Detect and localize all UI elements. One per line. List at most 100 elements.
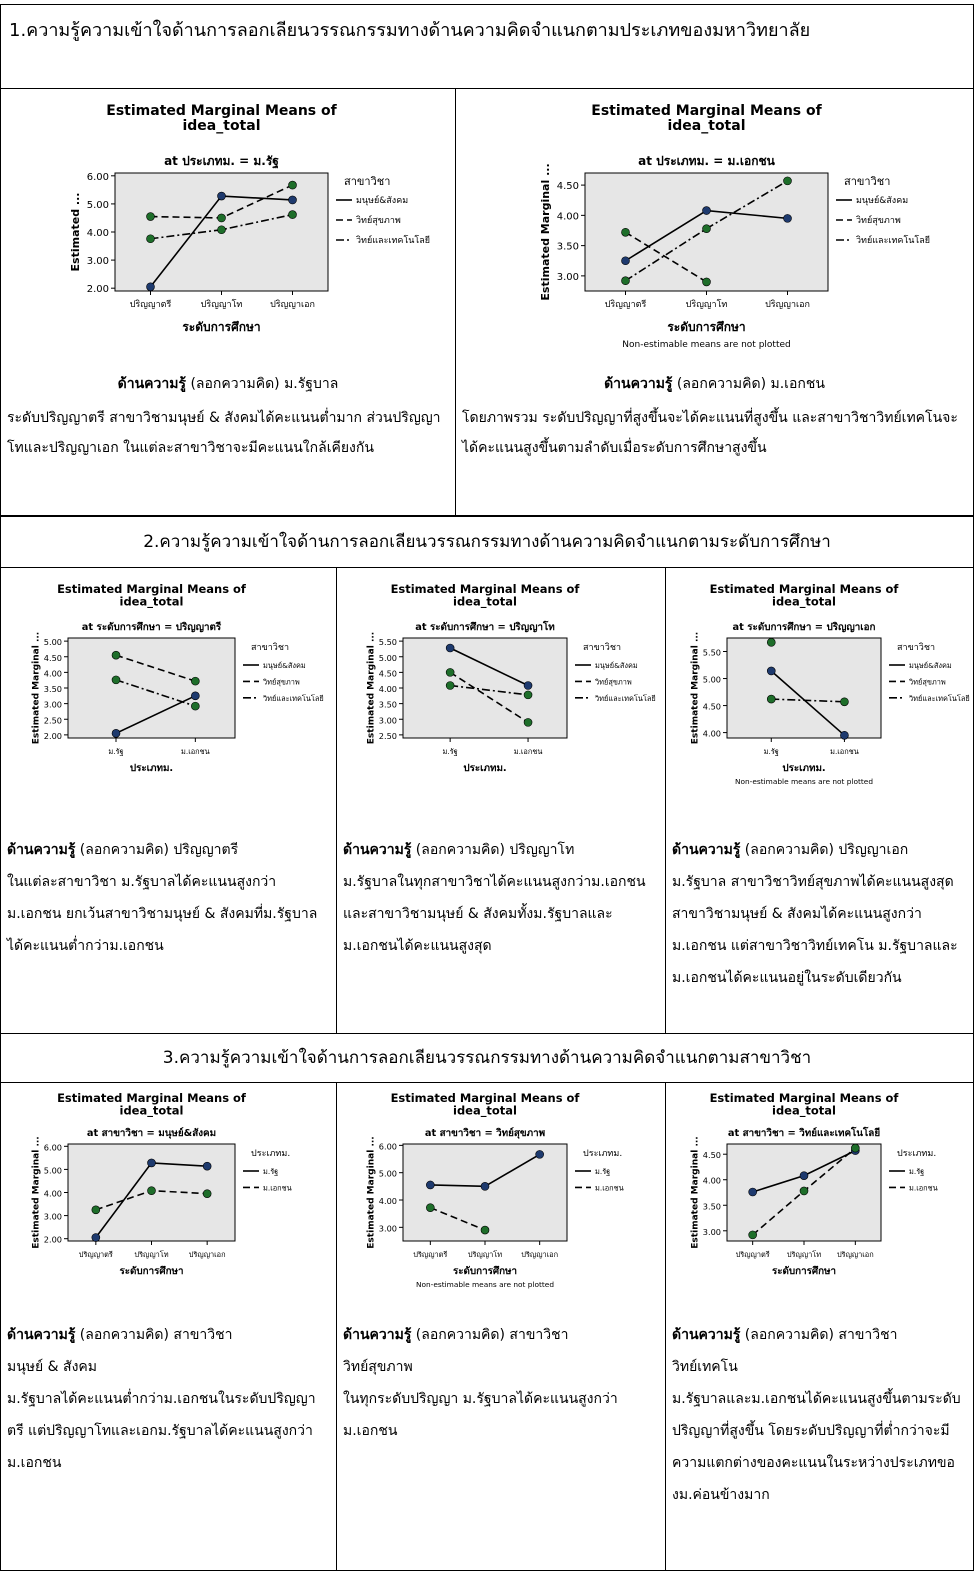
- data-point: [217, 191, 226, 201]
- y-axis-label: Estimated Marginal ...: [31, 1136, 41, 1248]
- data-point: [523, 690, 533, 700]
- legend-label: วิทย์สุขภาพ: [908, 677, 946, 686]
- chart-subtitle: at ระดับการศึกษา = ปริญญาตรี: [82, 621, 222, 633]
- y-tick-label: 6.00: [44, 1142, 62, 1152]
- caption-6-head: ด้านความรู้: [7, 1327, 76, 1343]
- chart-title-line-2: idea_total: [453, 1103, 517, 1118]
- chart-subtitle: at สาขาวิชา = วิทย์สุขภาพ: [425, 1127, 545, 1139]
- caption-3: ด้านความรู้ (ลอกความคิด) ปริญญาตรี ในแต่…: [1, 834, 336, 962]
- data-point: [191, 676, 200, 686]
- y-tick-label: 4.00: [379, 684, 397, 694]
- legend-label: ม.รัฐ: [595, 1167, 610, 1176]
- caption-4: ด้านความรู้ (ลอกความคิด) ปริญญาโท ม.รัฐบ…: [337, 834, 665, 962]
- caption-1-body: ระดับปริญญาตรี สาขาวิชามนุษย์ & สังคมได้…: [7, 410, 441, 456]
- legend-label: ม.รัฐ: [263, 1167, 278, 1176]
- x-tick-label: ม.เอกชน: [181, 747, 210, 756]
- data-point: [523, 681, 533, 690]
- x-axis-label: ประเภทม.: [782, 762, 825, 774]
- y-tick-label: 4.00: [703, 729, 721, 739]
- chart-svg: Estimated Marginal Means ofidea_totalat …: [539, 103, 930, 350]
- caption-8-body: วิทย์เทคโน ม.รัฐบาลและม.เอกชนได้คะแนนสูง…: [672, 1359, 961, 1503]
- y-tick-label: 4.00: [44, 1189, 62, 1199]
- caption-5: ด้านความรู้ (ลอกความคิด) ปริญญาเอก ม.รัฐ…: [666, 834, 973, 994]
- chart-2: Estimated Marginal Means of idea_total at …: [456, 99, 973, 373]
- legend-label: วิทย์สุขภาพ: [594, 677, 632, 686]
- y-tick-label: 4.00: [703, 1176, 721, 1186]
- data-point: [426, 1180, 435, 1190]
- data-point: [202, 1161, 212, 1171]
- x-tick-label: ปริญญาโท: [686, 299, 728, 310]
- caption-1-head: ด้านความรู้: [117, 376, 187, 392]
- chart-svg: Estimated Marginal Means ofidea_totalat …: [690, 1091, 937, 1277]
- chart-title: Estimated Marginal Means of: [391, 582, 581, 596]
- legend-title: สาขาวิชา: [344, 175, 390, 188]
- section-3-heading: 3.ความรู้ความเข้าใจด้านการลอกเลียนวรรณกร…: [162, 1048, 812, 1068]
- y-tick-label: 5.00: [44, 1165, 62, 1175]
- caption-1-head-rest: (ลอกความคิด) ม.รัฐบาล: [186, 376, 339, 392]
- y-tick-label: 3.00: [557, 272, 579, 283]
- chart-title: Estimated Marginal Means of: [710, 582, 900, 596]
- y-axis-label: Estimated Marginal ...: [690, 632, 700, 744]
- y-tick-label: 2.00: [44, 1235, 62, 1245]
- data-point: [748, 1187, 757, 1197]
- section-2-heading: 2.ความรู้ความเข้าใจด้านการลอกเลียนวรรณกร…: [143, 532, 831, 552]
- caption-6-head-rest: (ลอกความคิด) สาขาวิชา: [75, 1327, 233, 1343]
- legend-label: วิทย์และเทคโนโลยี: [594, 694, 656, 703]
- data-point: [111, 675, 121, 685]
- plot-area: [402, 1143, 568, 1242]
- x-tick-label: ปริญญาตรี: [736, 1250, 770, 1259]
- legend-label: ม.รัฐ: [909, 1167, 924, 1176]
- x-tick-label: ม.เอกชน: [514, 747, 543, 756]
- chart-footnote: Non-estimable means are not plotted: [622, 340, 790, 350]
- caption-5-head-rest: (ลอกความคิด) ปริญญาเอก: [740, 842, 909, 858]
- chart-title-line-2: idea_total: [182, 118, 260, 134]
- chart-5: Estimated Marginal Means of idea_total at …: [666, 580, 973, 820]
- chart-svg: Estimated Marginal Means ofidea_totalat …: [31, 1091, 292, 1277]
- y-tick-label: 4.00: [44, 668, 62, 678]
- x-tick-label: ม.เอกชน: [830, 747, 859, 756]
- data-point: [426, 1203, 435, 1212]
- x-tick-label: ปริญญาตรี: [605, 299, 647, 310]
- series-line: [430, 1206, 486, 1231]
- chart-subtitle: at สาขาวิชา = วิทย์และเทคโนโลยี: [728, 1126, 880, 1139]
- caption-4-head: ด้านความรู้: [343, 842, 412, 858]
- data-point: [146, 234, 155, 244]
- legend-label: มนุษย์&สังคม: [856, 194, 908, 206]
- data-point: [702, 224, 711, 233]
- caption-7-head: ด้านความรู้: [343, 1327, 412, 1343]
- section-2-panel-1: Estimated Marginal Means of idea_total at …: [0, 567, 337, 1034]
- y-tick-label: 3.50: [703, 1201, 721, 1211]
- data-point: [288, 210, 297, 219]
- caption-4-body: ม.รัฐบาลในทุกสาขาวิชาได้คะแนนสูงกว่าม.เอ…: [343, 874, 646, 954]
- y-tick-label: 2.50: [379, 731, 397, 741]
- y-tick-label: 5.00: [703, 675, 721, 685]
- data-point: [111, 729, 121, 738]
- data-point: [480, 1225, 490, 1235]
- chart-title-line-2: idea_total: [667, 118, 745, 134]
- chart-title: Estimated Marginal Means of: [57, 582, 247, 596]
- section-2-panel-3: Estimated Marginal Means of idea_total at …: [665, 567, 974, 1034]
- y-tick-label: 4.50: [379, 668, 397, 678]
- x-tick-label: ปริญญาโท: [787, 1250, 821, 1259]
- legend-label: ม.เอกชน: [263, 1183, 292, 1192]
- y-axis-label: Estimated ...: [69, 193, 82, 272]
- section-1-heading-cell: 1.ความรู้ความเข้าใจด้านการลอกเลียนวรรณกร…: [0, 4, 974, 88]
- legend-label: วิทย์สุขภาพ: [262, 677, 300, 686]
- caption-7-head-rest: (ลอกความคิด) สาขาวิชา: [411, 1327, 569, 1343]
- chart-svg: Estimated Marginal Means ofidea_totalat …: [690, 582, 969, 786]
- y-tick-label: 3.00: [379, 1223, 397, 1233]
- x-axis-label: ระดับการศึกษา: [667, 320, 745, 334]
- chart-subtitle: at ประเภทม. = ม.เอกชน: [638, 154, 776, 168]
- legend-label: วิทย์และเทคโนโลยี: [356, 234, 430, 246]
- y-tick-label: 5.00: [379, 1169, 397, 1179]
- data-point: [445, 668, 455, 677]
- caption-2-head-rest: (ลอกความคิด) ม.เอกชน: [672, 376, 825, 392]
- chart-title-line-2: idea_total: [772, 1103, 836, 1118]
- chart-title-line-2: idea_total: [453, 594, 517, 609]
- legend-title: สาขาวิชา: [897, 642, 935, 653]
- x-axis-label: ระดับการศึกษา: [453, 1265, 517, 1277]
- x-tick-label: ปริญญาเอก: [189, 1250, 226, 1259]
- data-point: [288, 195, 297, 205]
- y-tick-label: 2.00: [44, 731, 62, 741]
- plot-area: [726, 637, 882, 739]
